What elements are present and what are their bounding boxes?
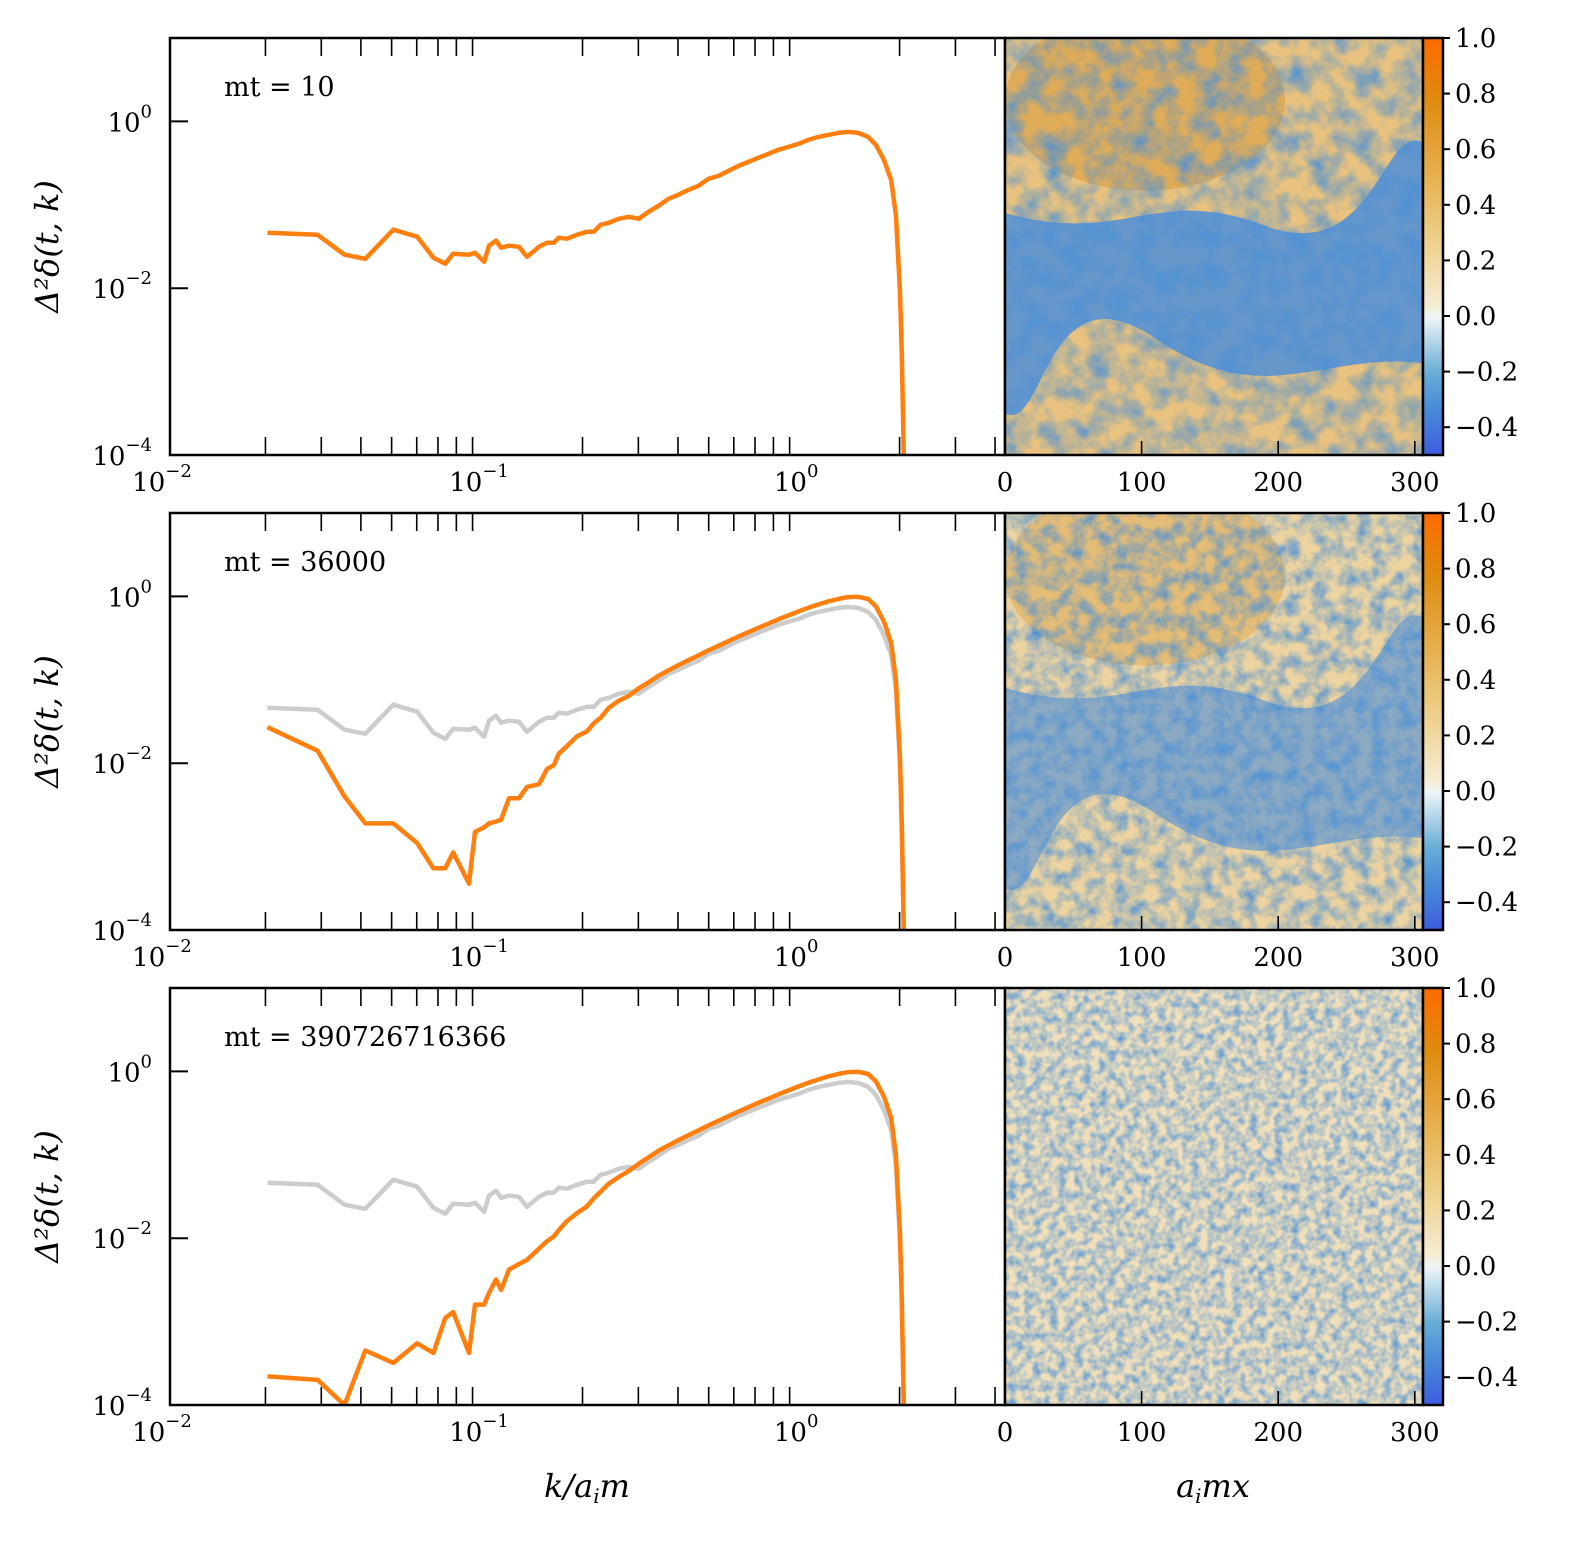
y-axis-label: Δ²δ(t, k) [28,180,66,315]
x-tick-label: 10−1 [449,1411,509,1448]
colorbar-tick-label: 1.0 [1455,499,1496,529]
x-tick-label: 10−2 [132,461,192,498]
y-tick-label: 100 [107,1051,152,1088]
series-line-initial [267,1079,907,1405]
y-tick-label: 10−4 [92,910,152,947]
heatmap-x-tick-label: 0 [997,943,1014,973]
series-line-current [267,1069,907,1405]
series-line-initial [267,604,907,930]
x-tick-label: 100 [774,1411,819,1448]
time-annotation: mt = 36000 [224,547,386,578]
y-tick-label: 10−2 [92,743,152,780]
series-line-current [267,129,907,455]
heatmap-x-tick-label: 0 [997,1418,1014,1448]
y-tick-label: 100 [107,576,152,613]
time-annotation: mt = 390726716366 [224,1022,506,1053]
colorbar-tick-label: 0.8 [1455,1030,1496,1060]
colorbar-tick-label: 0.6 [1455,135,1496,165]
series-line-current [266,594,907,930]
heatmap-x-tick-label: 300 [1390,468,1440,498]
heatmap-x-tick-label: 100 [1117,1418,1167,1448]
x-axis-label-k: k/aim [544,1467,630,1508]
colorbar-tick-label: 0.2 [1455,721,1496,751]
colorbar-tick-label: 0.8 [1455,555,1496,585]
colorbar-tick-label: 0.6 [1455,610,1496,640]
colorbar-tick-label: 0.6 [1455,1085,1496,1115]
colorbar [1421,986,1445,1407]
y-tick-label: 10−2 [92,268,152,305]
density-heatmap [1005,513,1423,930]
heatmap-x-tick-label: 200 [1253,1418,1303,1448]
heatmap-x-tick-label: 100 [1117,943,1167,973]
colorbar-tick-label: −0.2 [1455,1308,1518,1338]
heatmap-x-tick-label: 200 [1253,468,1303,498]
x-tick-label: 10−2 [132,936,192,973]
colorbar-tick-label: −0.4 [1455,413,1518,443]
density-heatmap [1005,988,1423,1405]
y-axis-label: Δ²δ(t, k) [28,1130,66,1265]
colorbar-tick-label: 0.0 [1455,1252,1496,1282]
colorbar-tick-label: −0.4 [1455,1363,1518,1393]
heatmap-x-tick-label: 200 [1253,943,1303,973]
colorbar-tick-label: 0.0 [1455,777,1496,807]
density-heatmap [1005,38,1423,455]
y-axis-label: Δ²δ(t, k) [28,655,66,790]
y-tick-label: 10−4 [92,435,152,472]
colorbar-tick-label: 0.8 [1455,80,1496,110]
x-tick-label: 100 [774,461,819,498]
colorbar [1421,511,1445,932]
y-tick-label: 10−2 [92,1218,152,1255]
colorbar-tick-label: 0.4 [1455,666,1496,696]
heatmap-x-tick-label: 100 [1117,468,1167,498]
colorbar-tick-label: −0.2 [1455,833,1518,863]
x-tick-label: 100 [774,936,819,973]
colorbar-tick-label: 0.2 [1455,246,1496,276]
x-tick-label: 10−2 [132,1411,192,1448]
y-tick-label: 100 [107,101,152,138]
x-tick-label: 10−1 [449,936,509,973]
colorbar-tick-label: 0.2 [1455,1196,1496,1226]
heatmap-x-tick-label: 300 [1390,943,1440,973]
heatmap-x-tick-label: 300 [1390,1418,1440,1448]
heatmap-x-tick-label: 0 [997,468,1014,498]
colorbar-tick-label: 0.0 [1455,302,1496,332]
colorbar [1421,36,1445,457]
x-axis-label-x: aimx [1176,1467,1250,1508]
colorbar-tick-label: 0.4 [1455,191,1496,221]
x-tick-label: 10−1 [449,461,509,498]
colorbar-tick-label: −0.4 [1455,888,1518,918]
time-annotation: mt = 10 [224,72,335,103]
colorbar-tick-label: 1.0 [1455,24,1496,54]
colorbar-tick-label: 0.4 [1455,1141,1496,1171]
colorbar-tick-label: −0.2 [1455,358,1518,388]
colorbar-tick-label: 1.0 [1455,974,1496,1004]
y-tick-label: 10−4 [92,1385,152,1422]
